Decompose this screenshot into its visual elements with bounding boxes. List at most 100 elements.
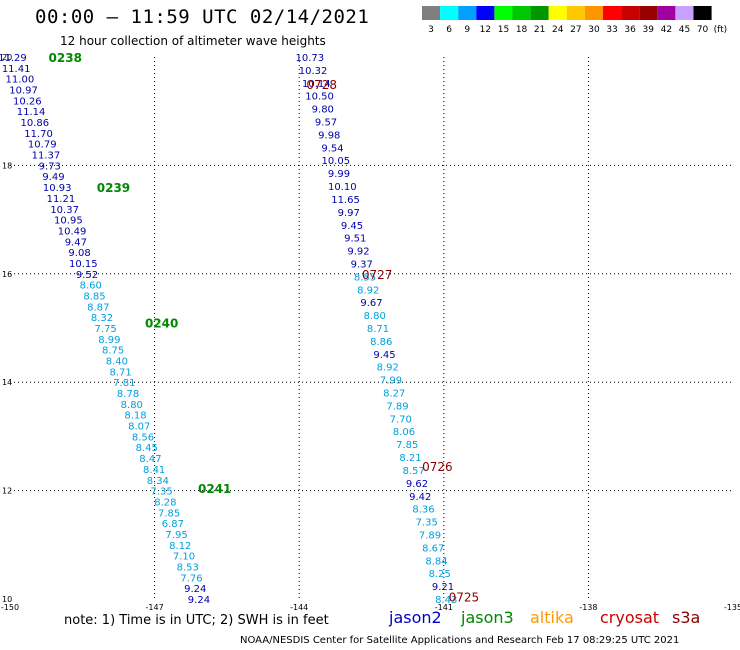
wave-height-label: 8.86 [370,337,392,348]
wave-height-label: 8.28 [154,497,176,508]
wave-height-label: 11.37 [32,151,61,162]
pass-time-label: 0726 [422,460,453,474]
wave-height-label: 7.95 [165,530,187,541]
wave-height-label: 8.56 [132,432,154,443]
wave-height-label: 10.49 [58,226,87,237]
wave-height-label: 8.92 [357,285,379,296]
wave-height-label: 9.49 [42,172,64,183]
wave-height-label: 11.70 [24,129,53,140]
wave-height-label: 7.75 [95,324,117,335]
wave-height-label: 10.50 [305,92,334,103]
wave-height-label: 7.81 [113,378,135,389]
color-scale-swatch [657,6,676,20]
wave-height-label: 9.92 [347,247,369,258]
wave-height-label: 8.57 [403,466,425,477]
wave-height-label: 9.08 [68,248,90,259]
wave-height-label: 8.60 [80,281,102,292]
wave-height-label: 9.97 [338,208,360,219]
color-scale-unit: (ft) [714,25,728,35]
x-tick-label: -141 [435,603,453,612]
wave-height-label: 7.10 [173,552,195,563]
wave-height-label: 8.21 [399,453,421,464]
wave-height-label: 11.14 [17,107,46,118]
wave-height-label: 8.06 [393,427,415,438]
wave-height-label: 8.87 [87,302,109,313]
wave-height-label: 9.42 [409,492,431,503]
legend-jason2: jason2 [389,608,442,627]
wave-height-label: 8.25 [429,569,451,580]
color-scale-swatch [530,6,549,20]
color-scale-label: 30 [588,25,600,35]
y-tick-label: 12 [2,487,12,496]
y-tick-label: 16 [2,270,12,279]
wave-height-label: 7.99 [380,376,402,387]
wave-height-label: 8.43 [435,595,457,606]
color-scale-swatch [639,6,658,20]
wave-height-label: 8.07 [128,422,150,433]
wave-height-label: 9.37 [351,259,373,270]
color-scale-label: 18 [516,25,528,35]
wave-height-label: 9.24 [188,595,210,606]
color-scale-swatch [548,6,567,20]
color-scale-swatch [494,6,513,20]
wave-height-label: 7.85 [158,508,180,519]
wave-height-label: 9.21 [432,582,454,593]
pass-time-label: 0727 [362,268,393,282]
wave-height-label: 9.99 [328,169,350,180]
y-tick-label: 20 [2,53,12,62]
legend-altika: altika [530,608,574,627]
color-scale-swatch [693,6,712,20]
wave-height-label: 9.54 [321,143,343,154]
wave-height-label: 11.00 [6,75,35,86]
color-scale-label: 6 [446,25,452,35]
wave-height-label: 10.14 [302,79,331,90]
wave-height-label: 10.93 [43,183,72,194]
color-scale-swatch [566,6,585,20]
color-scale-swatch [675,6,694,20]
legend-note: note: 1) Time is in UTC; 2) SWH is in fe… [64,613,329,628]
color-scale-label: 39 [643,25,655,35]
color-scale-label: 36 [624,25,636,35]
legend-cryosat: cryosat [600,608,660,627]
wave-height-label: 7.89 [386,401,408,412]
wave-height-label: 9.45 [341,221,363,232]
wave-height-label: 6.87 [162,519,184,530]
color-scale-label: 21 [534,25,545,35]
wave-height-label: 8.53 [177,562,199,573]
color-scale-swatch [584,6,603,20]
color-scale-label: 42 [661,25,672,35]
wave-height-label: 9.52 [76,270,98,281]
wave-height-label: 11.65 [331,195,360,206]
pass-time-label: 0725 [449,590,480,604]
pass-time-label: 0241 [198,482,231,496]
wave-height-label: 8.85 [83,291,105,302]
wave-height-label: 8.47 [139,454,161,465]
wave-height-label: 8.27 [383,389,405,400]
y-tick-label: 14 [2,378,12,387]
color-scale-swatch [512,6,531,20]
wave-height-label: 10.86 [20,118,49,129]
legend-jason3: jason3 [461,608,514,627]
legend-s3a: s3a [672,608,701,627]
wave-height-label: 8.55 [354,272,376,283]
wave-height-label: 8.80 [364,311,386,322]
color-scale-label: 3 [428,25,434,35]
x-tick-label: -144 [290,603,308,612]
color-scale-swatch [458,6,477,20]
wave-height-label: 8.92 [377,363,399,374]
wave-height-label: 8.84 [425,556,447,567]
wave-height-label: 9.57 [315,118,337,129]
wave-height-label: 9.67 [360,298,382,309]
wave-height-label: 9.73 [39,161,61,172]
x-tick-label: -135 [724,603,740,612]
color-scale-label: 27 [570,25,581,35]
color-scale-label: 45 [679,25,690,35]
wave-height-label: 8.80 [121,400,143,411]
pass-time-label: 0728 [306,78,337,92]
wave-height-label: 10.32 [299,66,328,77]
wave-height-label: 8.45 [136,443,158,454]
color-scale-label: 24 [552,25,564,35]
wave-height-label: 8.40 [106,357,128,368]
wave-height-label: 10.05 [321,156,350,167]
pass-time-label: 0238 [49,51,82,65]
